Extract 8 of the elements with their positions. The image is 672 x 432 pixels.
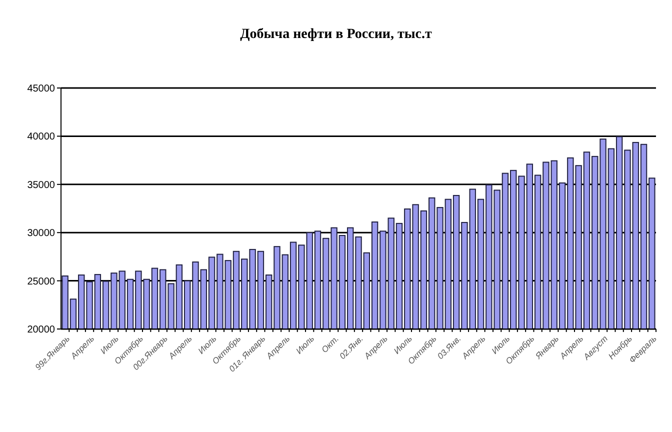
y-tick-label: 30000 (27, 228, 56, 240)
y-tick-label: 45000 (27, 84, 56, 94)
x-tick-label: Окт. (319, 333, 341, 355)
y-tick-label: 20000 (27, 324, 56, 336)
chart-title: Добыча нефти в России, тыс.т (240, 27, 432, 42)
y-tick-label: 35000 (27, 180, 56, 191)
y-tick-label: 40000 (27, 132, 56, 143)
y-tick-label: 25000 (27, 276, 56, 288)
